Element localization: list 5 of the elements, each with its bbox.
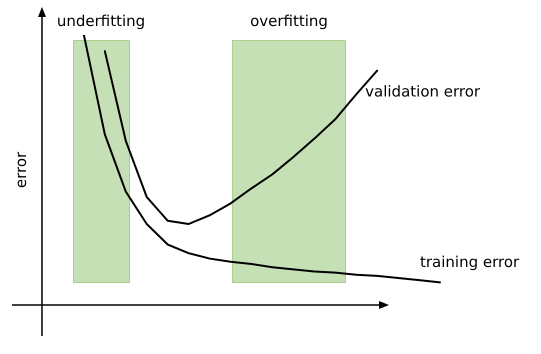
series-label: training error [420,253,520,272]
y-axis-title: error [12,151,30,188]
series-label: validation error [365,82,481,101]
text: underfitting [56,12,146,30]
text: overfitting [250,12,328,30]
